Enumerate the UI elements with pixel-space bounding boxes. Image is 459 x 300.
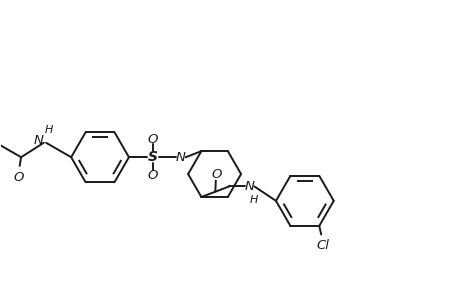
Text: N: N	[176, 151, 185, 164]
Text: N: N	[34, 134, 44, 147]
Text: Cl: Cl	[316, 239, 329, 252]
Text: S: S	[148, 150, 157, 164]
Text: H: H	[44, 125, 53, 135]
Text: H: H	[250, 195, 258, 205]
Text: O: O	[147, 133, 158, 146]
Text: O: O	[13, 171, 24, 184]
Text: N: N	[244, 180, 254, 193]
Text: O: O	[147, 169, 158, 182]
Text: O: O	[211, 168, 221, 181]
